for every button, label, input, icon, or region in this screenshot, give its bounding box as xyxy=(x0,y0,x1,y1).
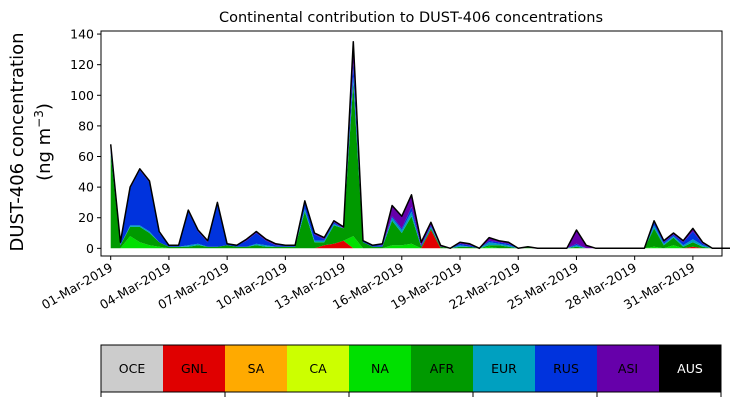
legend-swatch-afr xyxy=(411,345,474,392)
legend-label-ca: CA xyxy=(309,361,327,376)
y-tick-label: 120 xyxy=(70,57,94,72)
y-tick-label: 140 xyxy=(70,27,94,42)
area-rus xyxy=(110,63,730,249)
y-tick-label: 20 xyxy=(78,210,94,225)
legend-label-na: NA xyxy=(371,361,389,376)
legend-label-rus: RUS xyxy=(553,361,579,376)
legend-label-aus: AUS xyxy=(677,361,703,376)
area-afr xyxy=(110,83,730,249)
y-axis-label-line2: (ng m−3) xyxy=(32,103,55,181)
legend-label-eur: EUR xyxy=(491,361,517,376)
y-axis-label-line1: DUST-406 concentration xyxy=(7,32,28,251)
legend-swatch-eur xyxy=(473,345,536,392)
legend-swatch-na xyxy=(349,345,412,392)
area-asi xyxy=(110,41,730,249)
legend-swatch-gnl xyxy=(163,345,226,392)
plot-area: 02040608010012014001-Mar-201904-Mar-2019… xyxy=(39,27,730,312)
y-axis-label-unit-exponent: −3 xyxy=(32,110,46,128)
legend-label-sa: SA xyxy=(248,361,265,376)
chart-title: Continental contribution to DUST-406 con… xyxy=(219,10,603,26)
y-tick-label: 60 xyxy=(78,149,94,164)
legend-swatch-ca xyxy=(287,345,350,392)
legend-swatch-rus xyxy=(535,345,598,392)
legend-swatch-oce xyxy=(101,345,164,392)
legend-label-gnl: GNL xyxy=(181,361,207,376)
legend-label-afr: AFR xyxy=(430,361,455,376)
area-eur xyxy=(110,76,730,249)
legend-swatch-sa xyxy=(225,345,288,392)
y-tick-label: 40 xyxy=(78,180,94,195)
legend-swatch-asi xyxy=(597,345,660,392)
y-tick-label: 0 xyxy=(86,241,94,256)
y-axis-label: DUST-406 concentration (ng m−3) xyxy=(7,32,55,251)
plot-frame xyxy=(100,30,723,257)
legend-swatch-aus xyxy=(659,345,722,392)
y-axis-label-unit-prefix: (ng m xyxy=(34,128,55,181)
y-tick-label: 80 xyxy=(78,118,94,133)
area-aus xyxy=(110,41,730,249)
total-outline xyxy=(109,40,730,250)
legend-label-oce: OCE xyxy=(119,361,146,376)
legend-label-asi: ASI xyxy=(618,361,638,376)
y-tick-label: 100 xyxy=(70,88,94,103)
y-axis-label-unit-suffix: ) xyxy=(34,103,55,110)
legend-frame xyxy=(100,344,722,393)
colorbar-legend: OCE GNL SA CA NA AFR EUR RUS ASI AUS xyxy=(100,344,722,397)
